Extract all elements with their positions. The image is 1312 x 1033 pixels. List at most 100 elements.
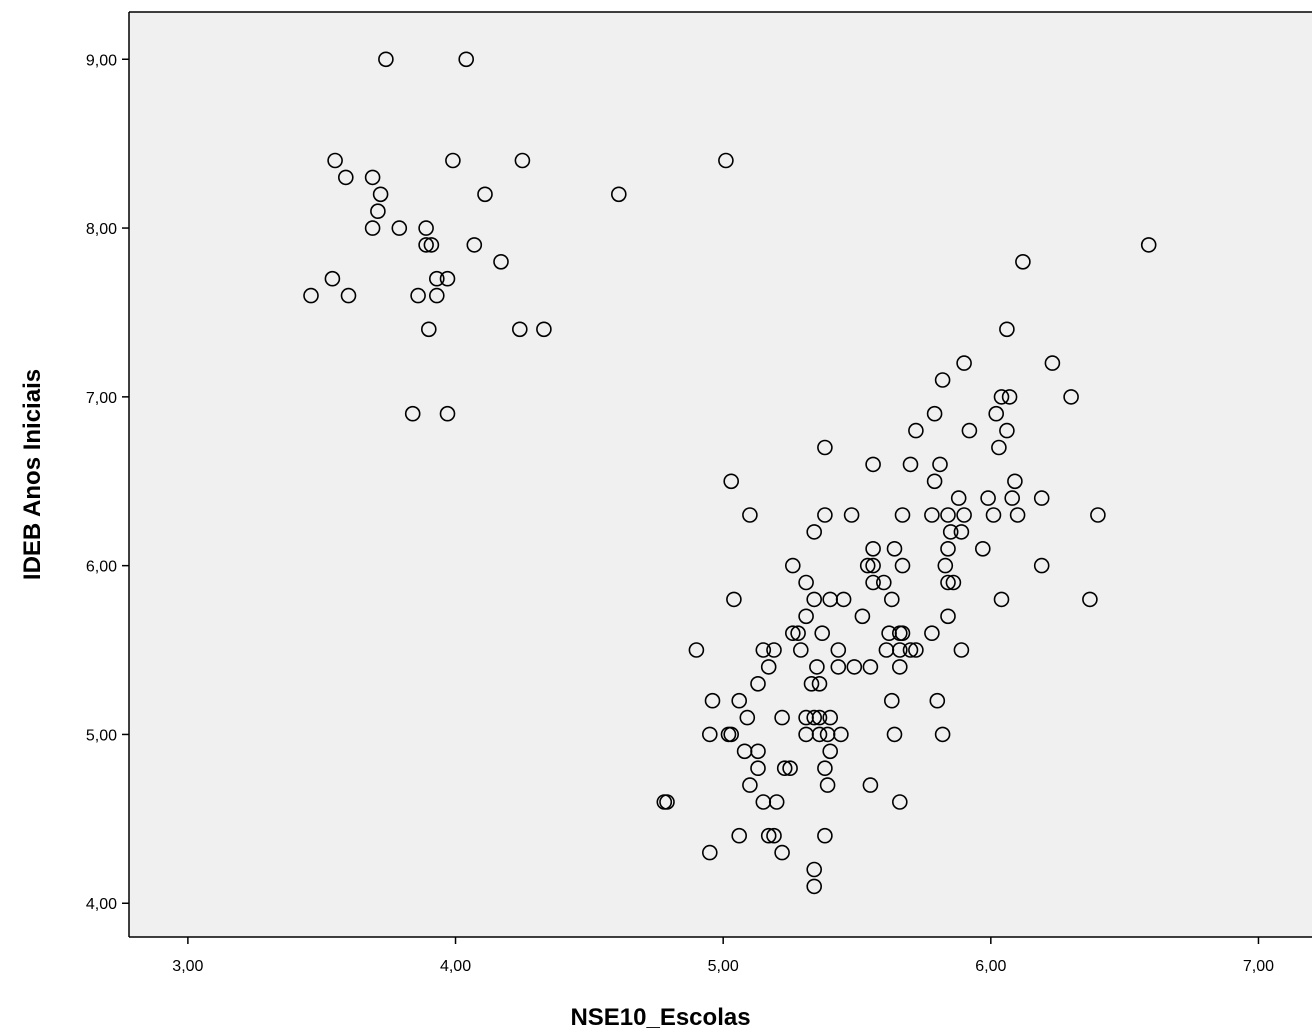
data-point (830, 659, 847, 675)
axes (122, 11, 1312, 944)
data-point (1140, 237, 1157, 253)
data-point (750, 760, 766, 777)
data-point (1007, 473, 1023, 490)
points-layer (303, 51, 1157, 895)
data-point (950, 490, 967, 506)
data-point (536, 321, 552, 338)
data-point (902, 642, 919, 658)
data-point (953, 524, 970, 540)
data-point (1044, 355, 1061, 371)
data-point (701, 726, 718, 743)
data-point (891, 794, 908, 810)
data-point (891, 659, 908, 675)
data-point (843, 507, 860, 523)
x-tick-label: 5,00 (708, 958, 739, 975)
data-point (846, 659, 863, 675)
data-point (854, 608, 871, 625)
data-point (862, 659, 879, 675)
data-point (883, 591, 900, 608)
data-point (865, 557, 881, 574)
data-point (659, 794, 675, 810)
data-point (929, 692, 946, 709)
data-point (428, 270, 445, 287)
data-point (701, 844, 718, 861)
data-point (303, 287, 319, 304)
data-point (886, 726, 903, 743)
data-point (790, 625, 806, 642)
x-tick-label: 6,00 (975, 958, 1006, 975)
data-point (859, 557, 876, 574)
x-tick-label: 7,00 (1243, 958, 1274, 975)
data-point (798, 574, 814, 591)
data-point (739, 709, 756, 726)
data-point (865, 456, 881, 473)
data-point (822, 743, 839, 760)
data-point (423, 237, 440, 253)
data-point (817, 507, 833, 523)
data-point (420, 321, 437, 338)
data-point (817, 439, 833, 456)
data-point (514, 152, 531, 169)
data-point (926, 473, 943, 490)
plot-area (129, 12, 1312, 937)
data-point (993, 389, 1010, 405)
data-point (610, 186, 627, 203)
data-point (991, 439, 1007, 456)
data-point (803, 675, 820, 692)
data-point (902, 456, 919, 473)
data-point (404, 405, 421, 422)
data-point (980, 490, 996, 506)
data-point (830, 642, 847, 658)
x-tick-label: 4,00 (440, 958, 471, 975)
data-point (1009, 507, 1026, 523)
data-point (956, 507, 972, 523)
data-point (784, 557, 801, 574)
data-point (908, 642, 924, 658)
data-point (445, 152, 461, 169)
data-point (704, 692, 721, 709)
data-point (940, 574, 956, 591)
data-point (792, 642, 809, 658)
data-point (477, 186, 493, 203)
data-point (974, 540, 991, 557)
data-point (817, 827, 833, 844)
data-point (942, 524, 959, 540)
data-point (418, 237, 434, 253)
data-point (806, 878, 823, 895)
data-point (364, 169, 381, 186)
data-point (875, 574, 892, 591)
data-point (774, 709, 790, 726)
data-point (883, 692, 900, 709)
data-point (327, 152, 343, 169)
data-point (1001, 389, 1018, 405)
data-point (862, 777, 879, 793)
data-point (378, 51, 394, 68)
data-point (742, 507, 758, 523)
data-point (1082, 591, 1098, 608)
y-tick-label: 5,00 (86, 727, 117, 744)
data-point (750, 743, 766, 760)
data-point (993, 591, 1010, 608)
data-point (924, 625, 940, 642)
data-point (750, 675, 766, 692)
data-point (766, 642, 782, 658)
data-point (723, 473, 740, 490)
data-point (776, 760, 793, 777)
data-point (337, 169, 354, 186)
data-point (511, 321, 528, 338)
data-point (833, 726, 849, 743)
data-point (1090, 507, 1106, 523)
data-point (340, 287, 357, 304)
data-point (924, 507, 940, 523)
data-point (811, 675, 828, 692)
data-point (894, 625, 911, 642)
data-point (324, 270, 341, 287)
data-point (428, 287, 445, 304)
y-tick-label: 8,00 (86, 221, 117, 238)
data-point (926, 405, 943, 422)
data-point (372, 186, 389, 203)
data-point (811, 726, 828, 743)
data-point (458, 51, 475, 68)
data-point (1015, 253, 1031, 270)
data-point (865, 574, 881, 591)
